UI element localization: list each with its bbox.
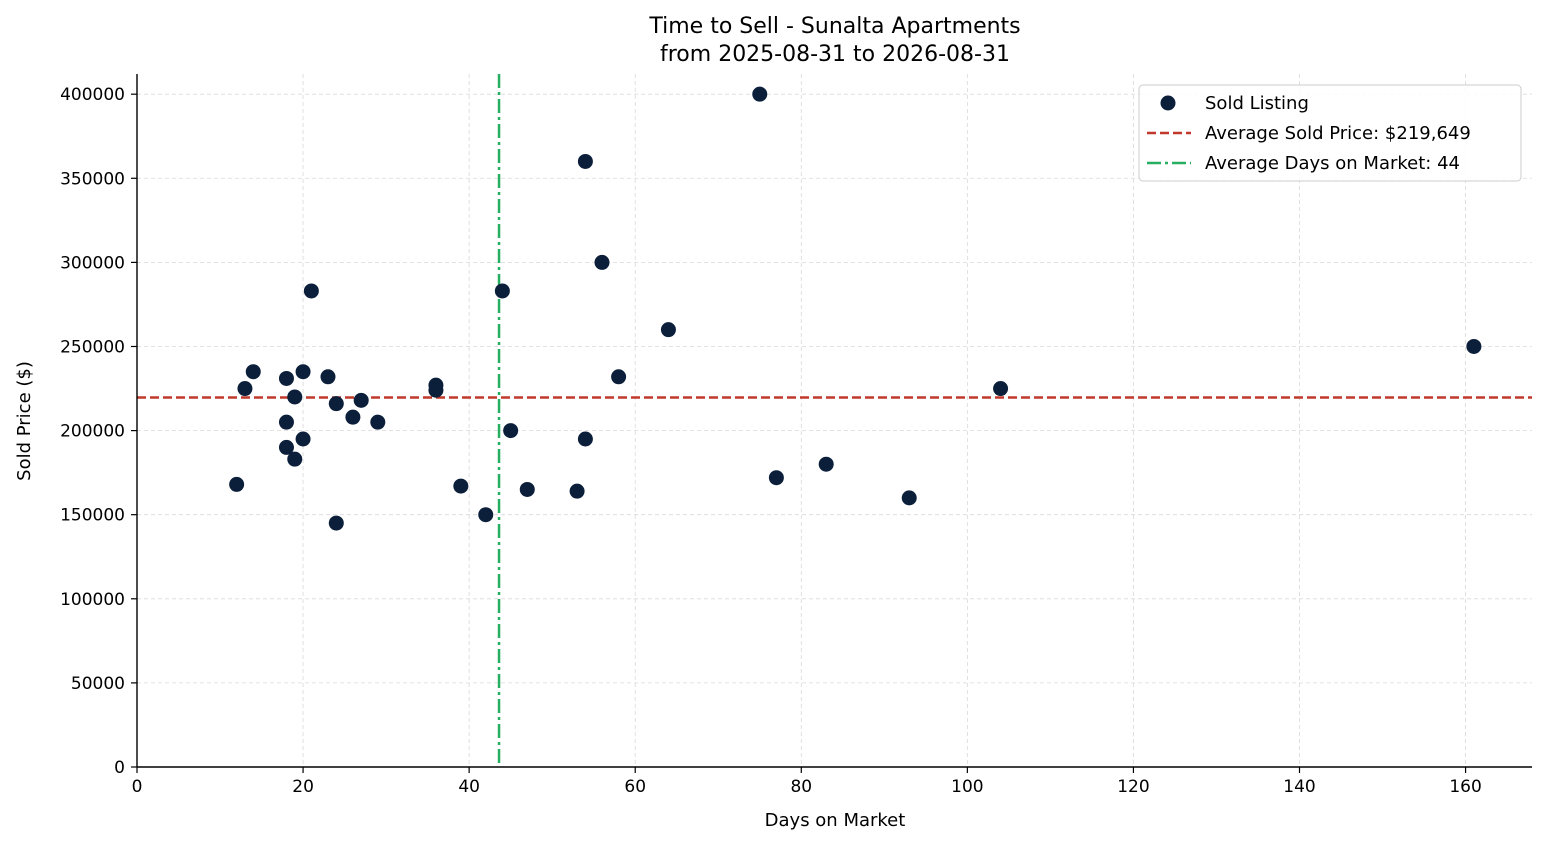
data-point [453, 478, 469, 494]
data-point [478, 507, 494, 523]
data-point [303, 283, 319, 299]
data-point [287, 451, 303, 467]
data-point [353, 392, 369, 408]
data-point [287, 389, 303, 405]
y-axis-ticks: 0 50000 100000 150000 200000 250000 300000 3500… [60, 85, 137, 778]
y-tick-label: 300000 [60, 253, 125, 273]
data-point [611, 369, 627, 385]
x-axis-ticks: 0 20 40 60 80 100 120 140 160 [132, 767, 1482, 797]
data-point [278, 414, 294, 430]
data-point [278, 439, 294, 455]
data-point [901, 490, 917, 506]
x-tick-label: 140 [1283, 777, 1315, 797]
data-point [818, 456, 834, 472]
data-point [320, 369, 336, 385]
data-point [660, 322, 676, 338]
y-tick-label: 200000 [60, 422, 125, 442]
y-tick-label: 350000 [60, 169, 125, 189]
data-point [295, 364, 311, 380]
data-point [594, 254, 610, 270]
data-point [295, 431, 311, 447]
data-point [229, 476, 245, 492]
data-point [428, 382, 444, 398]
legend-label-avg-price: Average Sold Price: $219,649 [1205, 123, 1471, 144]
x-tick-label: 0 [132, 777, 143, 797]
data-point [237, 381, 253, 397]
legend-label-sold-listing: Sold Listing [1205, 93, 1309, 114]
x-axis-label: Days on Market [765, 810, 906, 831]
x-tick-label: 60 [624, 777, 646, 797]
y-tick-label: 0 [114, 758, 125, 778]
x-tick-label: 120 [1117, 777, 1149, 797]
data-point [1466, 338, 1482, 354]
chart-subtitle: from 2025-08-31 to 2026-08-31 [660, 42, 1010, 67]
data-point [345, 409, 361, 425]
x-tick-label: 80 [790, 777, 812, 797]
data-point [577, 431, 593, 447]
data-point [370, 414, 386, 430]
y-axis-label: Sold Price ($) [14, 361, 35, 481]
x-tick-label: 20 [292, 777, 314, 797]
legend: Sold Listing Average Sold Price: $219,64… [1138, 84, 1522, 182]
data-point [519, 481, 535, 497]
data-point [503, 423, 519, 439]
y-tick-label: 50000 [71, 674, 125, 694]
y-tick-label: 400000 [60, 85, 125, 105]
reference-lines [137, 74, 1532, 767]
data-point [752, 86, 768, 102]
data-point [245, 364, 261, 380]
x-tick-label: 40 [458, 777, 480, 797]
data-point [328, 515, 344, 531]
y-tick-label: 150000 [60, 506, 125, 526]
y-tick-label: 250000 [60, 337, 125, 357]
data-points [229, 86, 1482, 531]
data-point [993, 381, 1009, 397]
x-tick-label: 100 [951, 777, 983, 797]
data-point [328, 396, 344, 412]
data-point [569, 483, 585, 499]
chart-title: Time to Sell - Sunalta Apartments [648, 14, 1020, 39]
legend-box [1138, 84, 1522, 182]
data-point [768, 470, 784, 486]
x-tick-label: 160 [1449, 777, 1481, 797]
data-point [577, 153, 593, 169]
data-point [494, 283, 510, 299]
data-point [278, 370, 294, 386]
legend-marker-sold-listing [1160, 95, 1176, 111]
grid-lines [136, 74, 1532, 768]
y-tick-label: 100000 [60, 590, 125, 610]
legend-label-avg-days: Average Days on Market: 44 [1205, 153, 1460, 174]
